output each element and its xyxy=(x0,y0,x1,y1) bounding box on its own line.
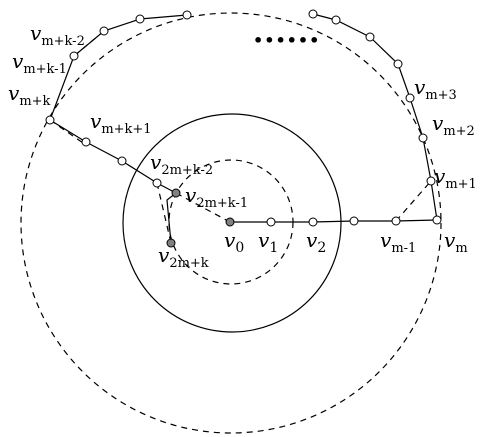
outer-dashed-circle xyxy=(20,12,442,434)
label-v2mk1: v2m+k-1 xyxy=(185,183,248,211)
label-v2: v2 xyxy=(306,228,326,256)
label-vm: vm xyxy=(444,228,468,256)
label-vm1: vm-1 xyxy=(380,228,416,256)
node-v2mk2 xyxy=(152,178,162,188)
ellipsis-dots: •••••• xyxy=(253,31,320,50)
node-vmk2 xyxy=(99,26,109,36)
middle-solid-circle xyxy=(122,113,342,333)
dashed-chord-left xyxy=(49,119,87,146)
label-vmp2: vm+2 xyxy=(432,111,475,139)
node-v1 xyxy=(266,217,276,227)
label-vmk2: vm+k-2 xyxy=(30,21,85,49)
label-v2mk2: v2m+k-2 xyxy=(150,150,213,178)
node-vmk xyxy=(45,115,55,125)
label-v0: v0 xyxy=(224,228,244,256)
node-vm1 xyxy=(391,216,401,226)
node-vmp1 xyxy=(426,176,436,186)
node-right-5 xyxy=(365,32,375,42)
node-v2 xyxy=(308,217,318,227)
node-top-2 xyxy=(135,14,145,24)
node-mid xyxy=(349,216,359,226)
dashed-vm1-vmp1 xyxy=(395,180,432,222)
label-vmp3: vm+3 xyxy=(414,75,457,103)
label-v2mk: v2m+k xyxy=(158,243,209,271)
node-vm xyxy=(432,215,442,225)
node-vmkp1 xyxy=(81,137,91,147)
node-top-1 xyxy=(182,10,192,20)
node-v2mk1 xyxy=(171,188,181,198)
path-v2mk1-to-v2mk xyxy=(166,192,177,244)
node-right-6 xyxy=(331,15,341,25)
node-right-4 xyxy=(393,59,403,69)
path-vm-to-vmp1 xyxy=(430,180,438,221)
label-vmp1: vm+1 xyxy=(434,164,477,192)
node-v0 xyxy=(225,217,235,227)
dashed-v2mk2-v2mk xyxy=(156,182,172,244)
label-vmkp1: vm+k+1 xyxy=(90,109,152,137)
label-vmk: vm+k xyxy=(8,81,51,109)
path-top-arc xyxy=(49,14,188,121)
node-v2mk xyxy=(166,238,176,248)
label-v1: v1 xyxy=(258,228,278,256)
node-right-7 xyxy=(308,9,318,19)
node-vmp3 xyxy=(405,93,415,103)
node-vmp2 xyxy=(418,133,428,143)
node-inward-2 xyxy=(117,156,127,166)
path-v0-to-vm xyxy=(230,219,438,223)
label-vmk1: vm+k-1 xyxy=(12,49,67,77)
node-vmk1 xyxy=(69,51,79,61)
